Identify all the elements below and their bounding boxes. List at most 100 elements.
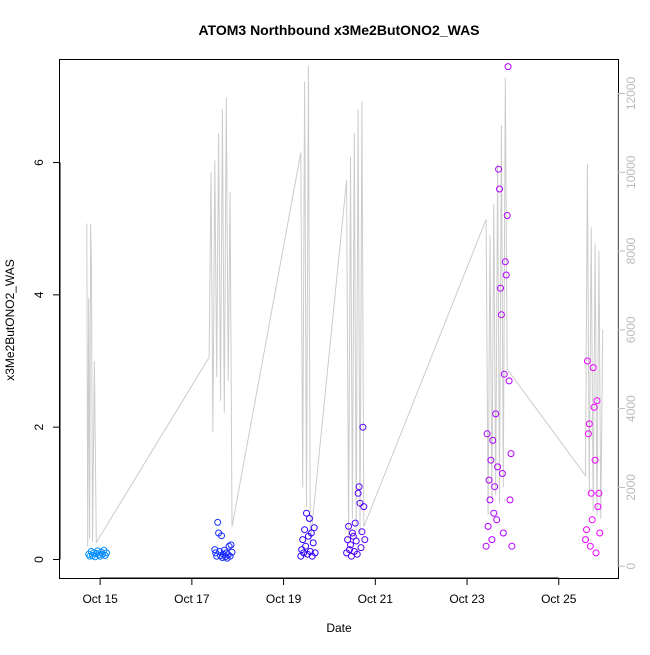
x-axis: Oct 15 Oct 17 Oct 19 Oct 21 Oct 23 Oct 25: [82, 577, 577, 606]
plot-frame: [59, 59, 619, 579]
data-point: [583, 526, 590, 534]
data-point: [300, 549, 308, 557]
data-point: [310, 524, 318, 532]
data-point: [299, 536, 307, 544]
y2-tick-label: 12000: [624, 76, 638, 110]
data-point: [227, 541, 235, 549]
data-point: [482, 542, 490, 550]
data-point: [501, 258, 509, 266]
data-point: [211, 546, 219, 554]
x-tick-label: Oct 23: [449, 592, 485, 606]
data-point: [306, 548, 314, 555]
data-point: [228, 548, 236, 556]
data-point: [508, 542, 516, 550]
x-tick-label: Oct 25: [541, 592, 577, 606]
y2-tick-label: 6000: [624, 316, 638, 343]
data-point: [348, 529, 356, 537]
data-point: [591, 456, 599, 464]
data-point: [347, 541, 354, 549]
data-point: [485, 476, 493, 484]
chart-title: ATOM3 Northbound x3Me2ButONO2_WAS: [198, 22, 479, 38]
data-point: [218, 554, 226, 561]
data-point: [103, 549, 110, 557]
data-point: [592, 549, 600, 557]
data-point: [91, 553, 99, 561]
primary-series-points: [85, 63, 604, 562]
data-point: [596, 529, 604, 537]
data-point: [497, 284, 504, 292]
data-point: [352, 537, 360, 545]
data-point: [487, 456, 495, 464]
data-point: [225, 542, 233, 550]
data-point: [351, 519, 359, 527]
data-point: [498, 470, 506, 477]
data-point: [589, 364, 597, 372]
y-axis: 0 2 4 6: [32, 159, 61, 563]
data-point: [307, 529, 315, 537]
data-point: [488, 536, 496, 544]
data-point: [505, 377, 513, 385]
data-point: [503, 212, 511, 219]
data-point: [584, 430, 592, 438]
data-point: [226, 552, 234, 560]
data-point: [354, 489, 362, 497]
y-tick-label: 4: [32, 291, 46, 298]
data-point: [489, 436, 497, 444]
data-point: [357, 544, 365, 552]
data-point: [311, 549, 319, 557]
data-point: [360, 503, 368, 511]
data-point: [588, 516, 596, 524]
data-point: [486, 496, 494, 504]
data-point: [491, 483, 499, 491]
x-axis-label: Date: [326, 621, 352, 635]
data-point: [353, 550, 361, 558]
data-point: [506, 496, 514, 504]
data-point: [359, 423, 367, 431]
data-point: [346, 546, 353, 554]
x-tick-label: Oct 17: [174, 592, 210, 606]
data-point: [344, 536, 352, 544]
data-point: [218, 532, 225, 540]
y2-tick-label: 0: [624, 563, 638, 570]
data-point: [583, 357, 591, 365]
y2-axis: 0 2000 4000 6000 8000 10000 12000: [617, 76, 638, 570]
data-point: [504, 63, 512, 71]
data-point: [301, 526, 309, 534]
data-point: [496, 185, 503, 193]
data-point: [492, 410, 500, 418]
secondary-series-line: [86, 65, 604, 547]
data-point: [345, 522, 353, 530]
data-point: [483, 430, 491, 438]
y2-tick-label: 4000: [624, 395, 638, 422]
data-point: [507, 450, 515, 458]
data-point: [358, 528, 366, 536]
y-tick-label: 0: [32, 556, 46, 563]
data-point: [309, 539, 317, 547]
x-tick-label: Oct 21: [358, 592, 394, 606]
data-point: [585, 420, 593, 428]
data-point: [497, 311, 505, 319]
y-tick-label: 6: [32, 159, 46, 166]
data-point: [484, 522, 492, 530]
secondary-series-path: [86, 65, 604, 547]
data-point: [355, 483, 363, 491]
data-point: [590, 403, 598, 411]
data-point: [361, 536, 369, 544]
data-point: [593, 397, 601, 405]
data-point: [594, 503, 602, 511]
data-point: [582, 536, 589, 544]
x-tick-label: Oct 19: [266, 592, 302, 606]
data-point: [214, 518, 222, 526]
data-point: [595, 489, 603, 497]
x-tick-label: Oct 15: [82, 592, 118, 606]
data-point: [303, 509, 310, 517]
y-tick-label: 2: [32, 424, 46, 431]
data-point: [586, 542, 594, 550]
y-axis-label: x3Me2ButONO2_WAS: [3, 259, 17, 381]
data-point: [494, 463, 502, 471]
data-point: [500, 370, 508, 378]
data-point: [305, 515, 313, 522]
data-point: [502, 271, 510, 279]
